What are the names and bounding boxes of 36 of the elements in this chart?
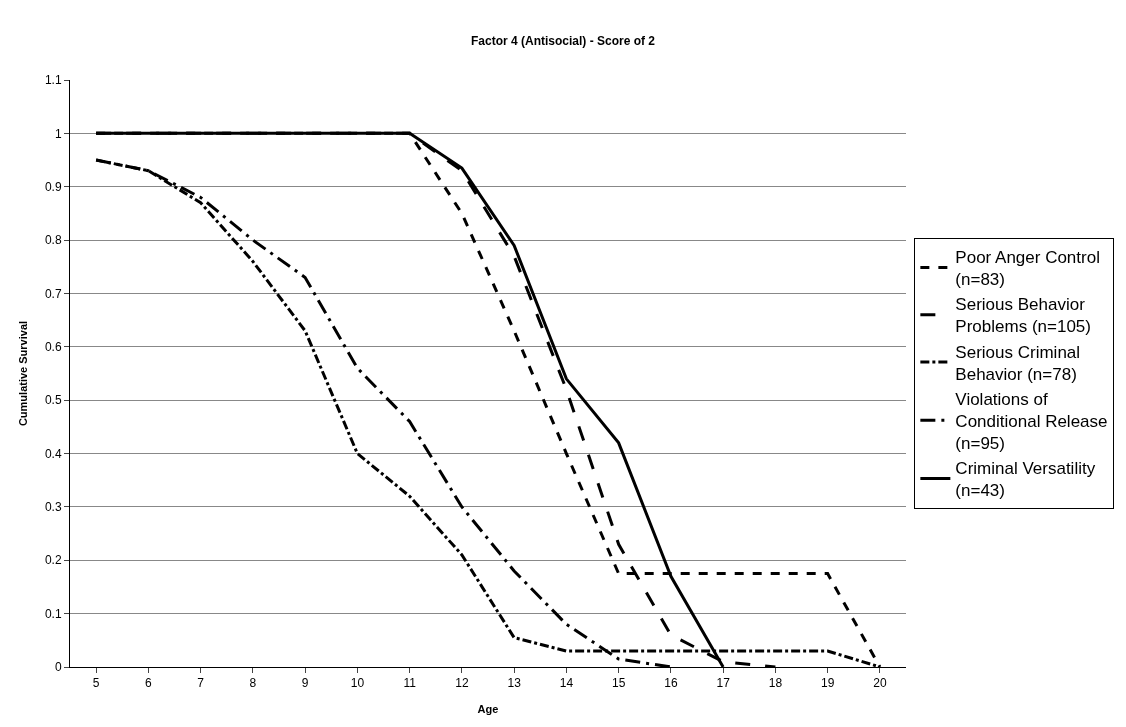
y-tick-label: 0.4 <box>44 446 62 461</box>
y-tick-label: 0.5 <box>44 393 62 408</box>
legend-label: Poor Anger Control (n=83) <box>955 248 1100 290</box>
y-tick-label: 0.8 <box>44 233 62 248</box>
y-tick-label: 0.6 <box>44 340 62 355</box>
x-tick-label: 6 <box>145 676 153 691</box>
y-tick-label: 0.2 <box>44 553 62 568</box>
legend-label: Serious Criminal Behavior (n=78) <box>955 342 1081 384</box>
x-tick-label: 20 <box>873 676 887 691</box>
y-tick-label: 0.7 <box>44 286 62 301</box>
x-tick-label: 14 <box>559 676 574 691</box>
x-tick-label: 10 <box>350 676 365 691</box>
x-tick-label: 12 <box>455 676 469 691</box>
y-tick-label: 0.3 <box>44 500 62 515</box>
y-axis-title: Cumulative Survival <box>16 320 29 427</box>
y-tick-label: 0 <box>54 660 62 675</box>
x-tick-label: 18 <box>768 676 783 691</box>
x-tick-label: 19 <box>820 676 835 691</box>
x-axis-title: Age <box>477 702 499 715</box>
x-tick-label: 8 <box>249 676 257 691</box>
chart-title: Factor 4 (Antisocial) - Score of 2 <box>470 33 656 48</box>
x-tick-label: 7 <box>197 676 205 691</box>
legend-label: Criminal Versatility (n=43) <box>955 459 1096 501</box>
x-tick-label: 16 <box>664 676 678 691</box>
x-tick-label: 15 <box>611 676 626 691</box>
legend-label: Serious Behavior Problems (n=105) <box>955 295 1091 337</box>
y-tick-label: 1 <box>54 126 62 141</box>
x-tick-label: 9 <box>301 676 309 691</box>
y-tick-label: 0.1 <box>44 606 62 621</box>
x-tick-label: 5 <box>92 676 100 691</box>
x-tick-label: 13 <box>507 676 522 691</box>
x-tick-label: 11 <box>403 676 417 691</box>
y-tick-label: 1.1 <box>44 73 62 88</box>
y-tick-label: 0.9 <box>44 179 62 194</box>
x-tick-label: 17 <box>716 676 731 691</box>
legend-label: Violations of Conditional Release (n=95) <box>955 389 1108 453</box>
